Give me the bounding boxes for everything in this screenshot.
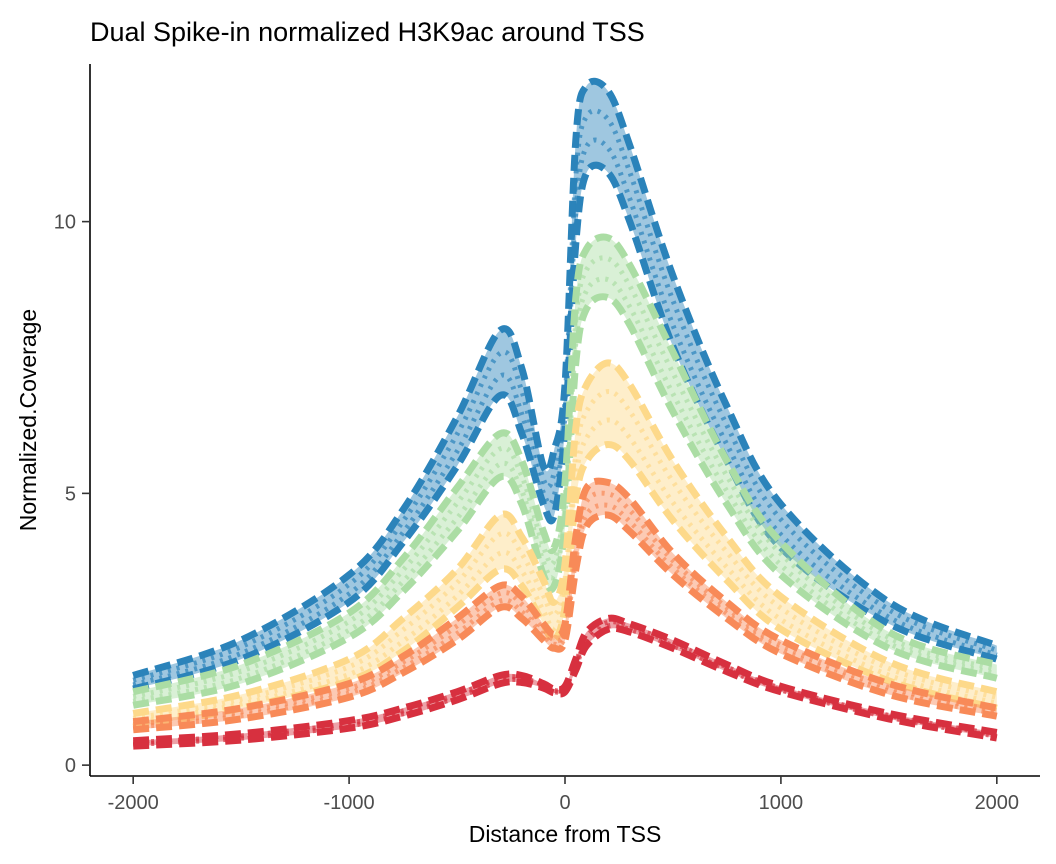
y-tick-label: 0 — [65, 755, 76, 777]
y-ticks: 0 5 10 — [54, 212, 90, 777]
series-4 — [132, 477, 998, 734]
series-3-replicate-line — [132, 388, 998, 721]
y-tick-label: 10 — [54, 212, 76, 234]
series-layer — [132, 77, 999, 750]
y-axis-title: Normalized.Coverage — [15, 309, 41, 531]
series-2-replicate-line — [132, 276, 998, 704]
x-tick-label: 2000 — [975, 792, 1020, 814]
x-tick-label: -2000 — [108, 792, 159, 814]
series-4-replicate-line — [132, 502, 998, 730]
x-tick-label: 0 — [559, 792, 570, 814]
series-3-lower-line — [132, 440, 998, 731]
series-3 — [132, 359, 998, 731]
series-2-lower-line — [132, 293, 998, 709]
x-tick-label: -1000 — [324, 792, 375, 814]
chart-title: Dual Spike-in normalized H3K9ac around T… — [90, 17, 645, 47]
series-2 — [132, 233, 998, 709]
series-2-upper-line — [132, 233, 998, 696]
y-tick-label: 5 — [65, 483, 76, 505]
x-axis-title: Distance from TSS — [469, 821, 662, 847]
x-ticks: -2000 -1000 0 1000 2000 — [108, 776, 1019, 814]
series-5-lower-line — [133, 624, 998, 750]
series-4-lower-line — [132, 511, 998, 734]
series-4-upper-line — [132, 477, 998, 726]
series-3-upper-line — [132, 359, 998, 717]
series-5 — [132, 614, 998, 750]
x-tick-label: 1000 — [759, 792, 804, 814]
